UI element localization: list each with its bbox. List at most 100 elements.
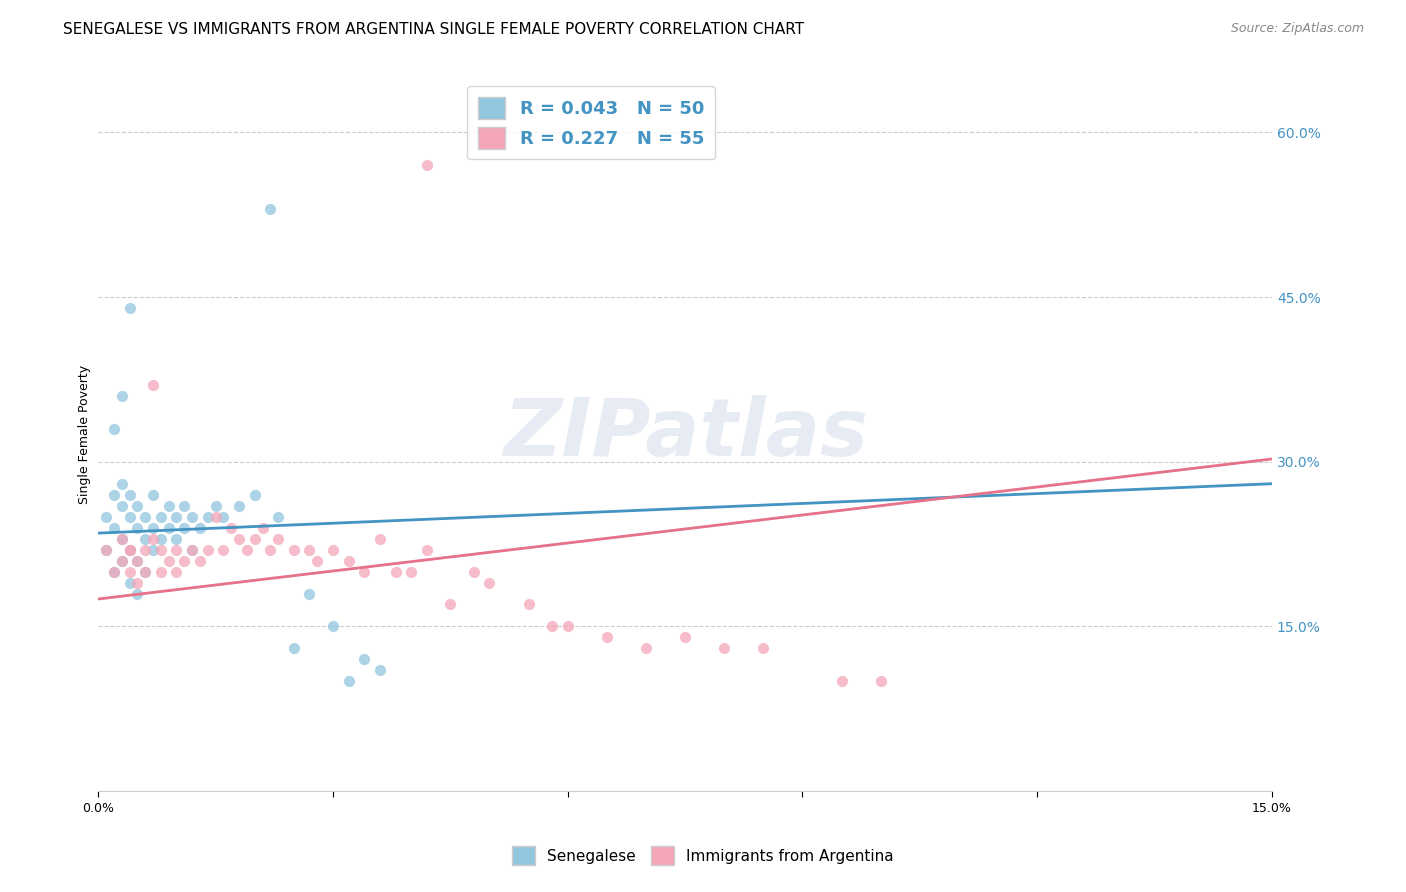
Point [173, 521, 195, 535]
Point [94, 542, 117, 557]
Point [322, 542, 344, 557]
Point [337, 553, 360, 567]
Point [142, 542, 165, 557]
Point [243, 488, 266, 502]
Point [157, 499, 180, 513]
Point [118, 509, 141, 524]
Point [212, 542, 235, 557]
Point [831, 674, 853, 689]
Point [157, 521, 180, 535]
Point [517, 598, 540, 612]
Point [557, 619, 579, 633]
Point [94, 542, 117, 557]
Point [111, 553, 134, 567]
Point [634, 641, 657, 656]
Text: ZIPatlas: ZIPatlas [502, 395, 868, 474]
Point [118, 542, 141, 557]
Point [103, 488, 125, 502]
Point [283, 542, 305, 557]
Point [267, 509, 290, 524]
Point [166, 509, 188, 524]
Point [713, 641, 735, 656]
Point [541, 619, 564, 633]
Point [416, 158, 439, 172]
Point [752, 641, 775, 656]
Point [149, 532, 172, 546]
Point [259, 542, 281, 557]
Point [118, 301, 141, 315]
Point [173, 499, 195, 513]
Point [283, 641, 305, 656]
Point [103, 565, 125, 579]
Point [368, 532, 391, 546]
Point [439, 598, 461, 612]
Point [127, 553, 149, 567]
Point [322, 619, 344, 633]
Point [118, 565, 141, 579]
Point [103, 565, 125, 579]
Point [204, 509, 226, 524]
Point [134, 565, 156, 579]
Point [181, 542, 204, 557]
Point [111, 499, 134, 513]
Point [188, 553, 211, 567]
Point [166, 565, 188, 579]
Point [337, 674, 360, 689]
Point [118, 542, 141, 557]
Point [149, 565, 172, 579]
Point [212, 509, 235, 524]
Point [228, 499, 250, 513]
Point [219, 521, 242, 535]
Point [596, 631, 619, 645]
Point [118, 542, 141, 557]
Point [134, 532, 156, 546]
Point [298, 586, 321, 600]
Text: SENEGALESE VS IMMIGRANTS FROM ARGENTINA SINGLE FEMALE POVERTY CORRELATION CHART: SENEGALESE VS IMMIGRANTS FROM ARGENTINA … [63, 22, 804, 37]
Point [134, 542, 156, 557]
Point [673, 631, 696, 645]
Point [166, 532, 188, 546]
Point [204, 499, 226, 513]
Point [353, 652, 375, 666]
Point [127, 553, 149, 567]
Point [142, 488, 165, 502]
Point [173, 553, 195, 567]
Point [118, 575, 141, 590]
Point [478, 575, 501, 590]
Point [259, 202, 281, 217]
Point [236, 542, 259, 557]
Point [134, 565, 156, 579]
Point [197, 509, 219, 524]
Legend: Senegalese, Immigrants from Argentina: Senegalese, Immigrants from Argentina [506, 840, 900, 871]
Point [134, 509, 156, 524]
Point [149, 509, 172, 524]
Point [111, 532, 134, 546]
Point [181, 542, 204, 557]
Point [166, 542, 188, 557]
Point [103, 521, 125, 535]
Point [127, 586, 149, 600]
Point [869, 674, 891, 689]
Point [181, 509, 204, 524]
Point [368, 664, 391, 678]
Text: Source: ZipAtlas.com: Source: ZipAtlas.com [1230, 22, 1364, 36]
Point [111, 553, 134, 567]
Point [307, 553, 329, 567]
Point [111, 532, 134, 546]
Legend: R = 0.043   N = 50, R = 0.227   N = 55: R = 0.043 N = 50, R = 0.227 N = 55 [467, 87, 716, 160]
Point [463, 565, 485, 579]
Point [111, 476, 134, 491]
Point [127, 499, 149, 513]
Point [298, 542, 321, 557]
Point [243, 532, 266, 546]
Point [157, 553, 180, 567]
Point [142, 521, 165, 535]
Point [127, 575, 149, 590]
Point [416, 542, 439, 557]
Point [267, 532, 290, 546]
Point [399, 565, 422, 579]
Point [353, 565, 375, 579]
Point [228, 532, 250, 546]
Point [118, 488, 141, 502]
Point [111, 389, 134, 403]
